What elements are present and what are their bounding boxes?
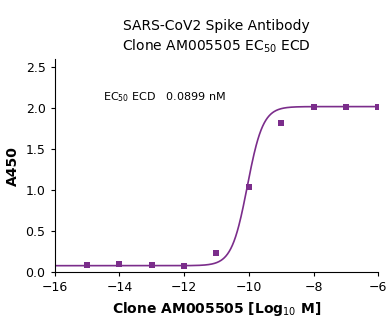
Title: SARS-CoV2 Spike Antibody
Clone AM005505 EC$_{50}$ ECD: SARS-CoV2 Spike Antibody Clone AM005505 … <box>122 18 311 55</box>
Y-axis label: A450: A450 <box>6 146 20 186</box>
Text: EC$_{50}$ ECD   0.0899 nM: EC$_{50}$ ECD 0.0899 nM <box>103 90 226 104</box>
X-axis label: Clone AM005505 [Log$_{10}$ M]: Clone AM005505 [Log$_{10}$ M] <box>112 300 321 318</box>
